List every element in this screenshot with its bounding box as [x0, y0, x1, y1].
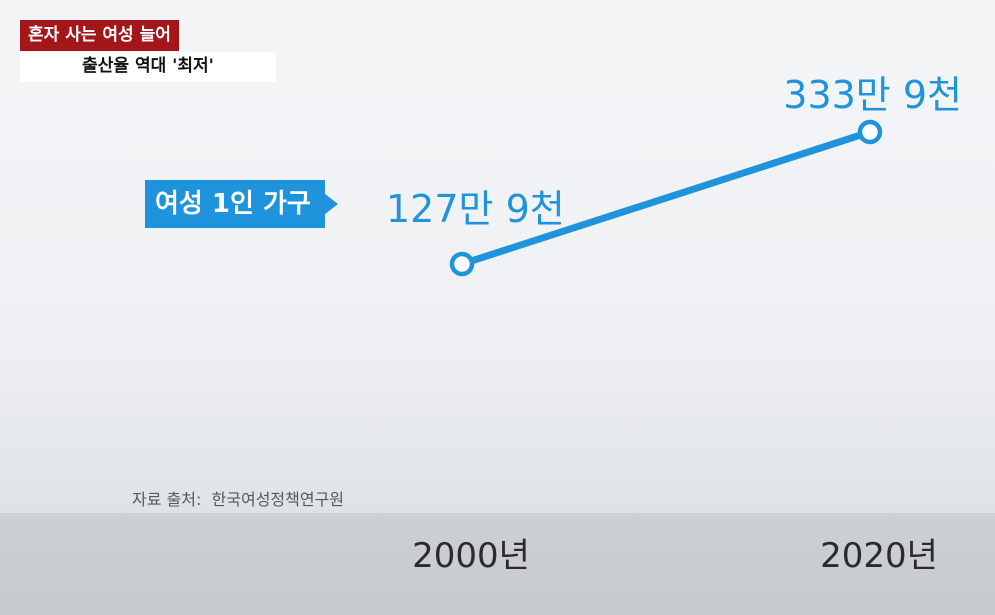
value-label-2: 333만 9천 [783, 73, 962, 117]
x-tick-label-1: 2000년 [412, 536, 530, 576]
series-name: 여성 1인 가구 [145, 180, 338, 228]
news-banner: 혼자 사는 여성 늘어 출산율 역대 '최저' [20, 20, 276, 82]
data-point-2 [857, 119, 883, 145]
data-point-1 [449, 251, 475, 277]
series-label-tag: 여성 1인 가구 [145, 180, 338, 228]
bottom-band [0, 513, 995, 615]
series-line [458, 128, 874, 268]
value-label-1: 127만 9천 [386, 187, 565, 231]
x-tick-label-2: 2020년 [820, 536, 938, 576]
subheadline: 출산율 역대 '최저' [20, 52, 276, 82]
headline: 혼자 사는 여성 늘어 [20, 20, 179, 51]
source-note: 자료 출처: 한국여성정책연구원 [132, 490, 345, 509]
